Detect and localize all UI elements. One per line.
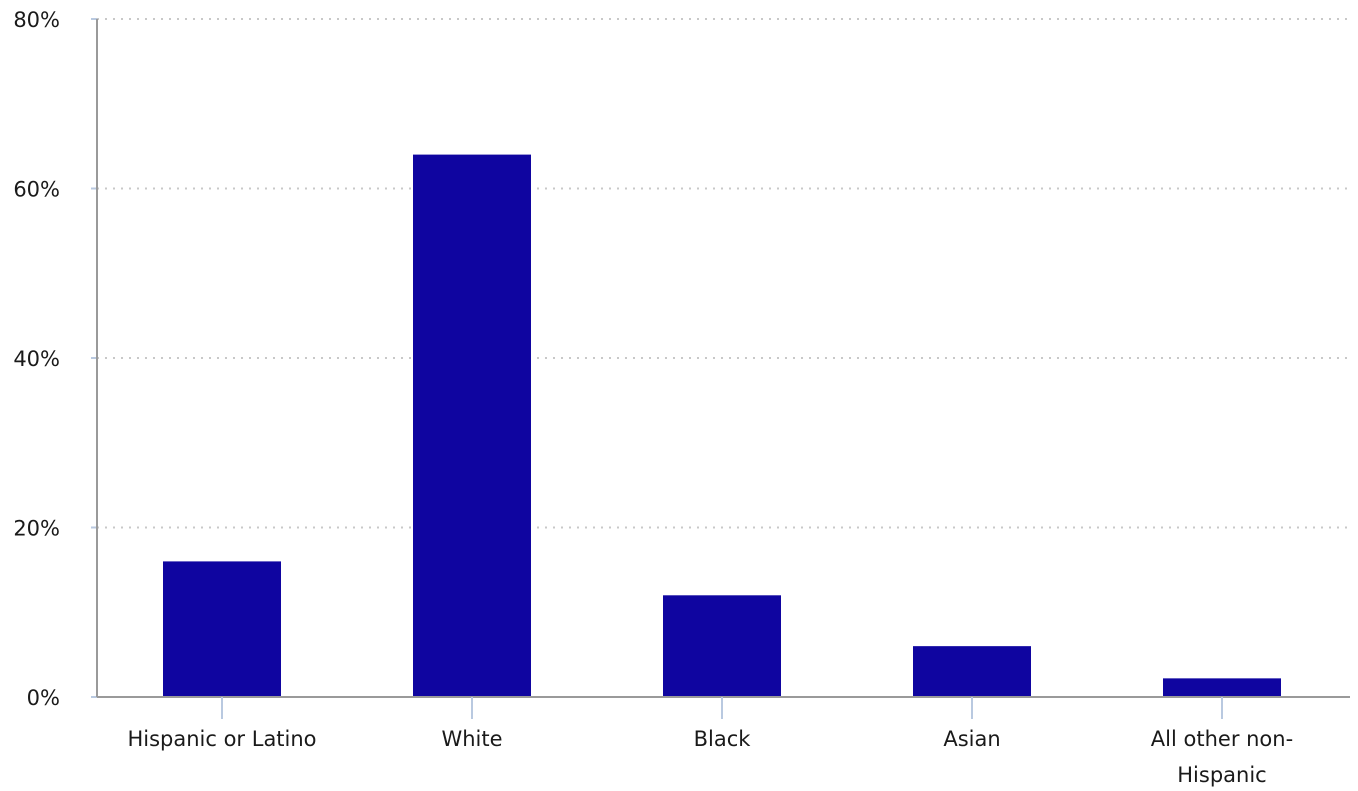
bars xyxy=(163,154,1281,698)
x-tick-label: White xyxy=(441,727,502,751)
y-tick-label: 20% xyxy=(13,517,60,541)
x-tick-label: Asian xyxy=(943,727,1000,751)
y-tick-label: 60% xyxy=(13,178,60,202)
bar-3 xyxy=(913,646,1031,697)
bar-0 xyxy=(163,561,281,697)
axes xyxy=(91,18,1350,719)
y-tick-label: 40% xyxy=(13,347,60,371)
y-tick-labels: 0% 20% 40% 60% 80% xyxy=(13,8,60,710)
x-tick-label: Hispanic or Latino xyxy=(127,727,316,751)
gridlines xyxy=(97,18,1350,529)
y-tick-label: 80% xyxy=(13,8,60,32)
y-tick-label: 0% xyxy=(27,686,60,710)
x-tick-labels: Hispanic or Latino White Black Asian All oth… xyxy=(127,727,1293,787)
x-tick-label: Black xyxy=(694,727,752,751)
bar-4 xyxy=(1163,678,1281,697)
bar-1 xyxy=(413,154,531,698)
x-tick-label: All other non-Hispanic xyxy=(1151,727,1293,787)
bar-2 xyxy=(663,595,781,697)
